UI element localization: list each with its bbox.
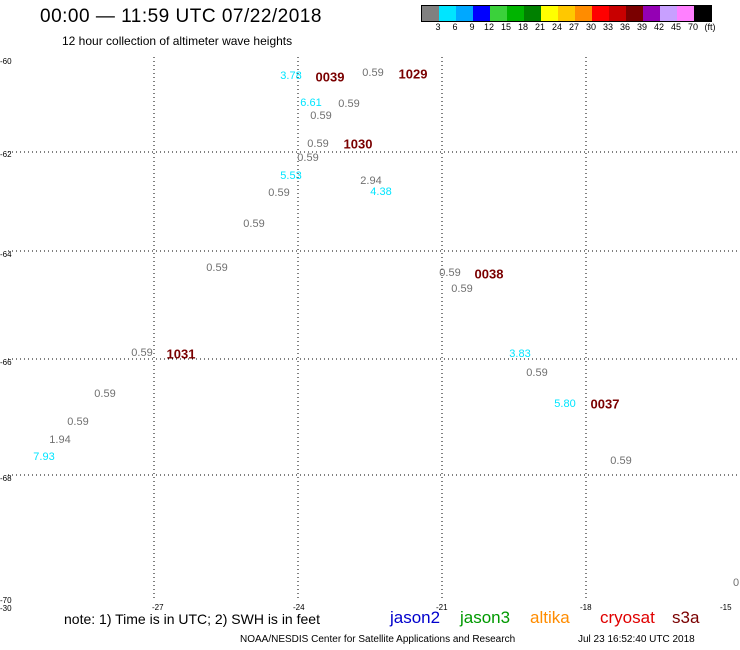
wave-height-value: 6.61: [300, 97, 322, 109]
map-subtitle: 12 hour collection of altimeter wave hei…: [62, 34, 293, 48]
wave-height-value: 3.83: [509, 348, 531, 360]
wave-height-value: 0.59: [131, 347, 153, 359]
color-scale-bar: [421, 5, 712, 22]
wave-height-value: 0.59: [610, 455, 632, 467]
satellite-legend-altika: altika: [530, 608, 570, 627]
wave-height-value: 5.80: [554, 398, 576, 410]
color-scale-label: 3: [435, 22, 441, 32]
satellite-legend-jason3: jason3: [460, 608, 511, 627]
color-swatch: [575, 6, 592, 21]
color-swatch: [456, 6, 473, 21]
wave-height-value: 0.59: [206, 262, 228, 274]
color-swatch: [643, 6, 660, 21]
color-scale-label: 45: [670, 22, 682, 32]
wave-height-value: 0.59: [307, 138, 329, 150]
color-scale-label: 33: [602, 22, 614, 32]
wave-height-value: 0.59: [243, 218, 265, 230]
footer-note: note: 1) Time is in UTC; 2) SWH is in fe…: [64, 611, 320, 627]
color-swatch: [609, 6, 626, 21]
satellite-legend-cryosat: cryosat: [600, 608, 655, 627]
color-swatch: [490, 6, 507, 21]
color-scale-label: 15: [500, 22, 512, 32]
wave-height-value: 3.78: [280, 70, 302, 82]
wave-height-value: 0.59: [310, 110, 332, 122]
color-scale-label: 21: [534, 22, 546, 32]
color-swatch: [626, 6, 643, 21]
color-scale-label: 9: [469, 22, 475, 32]
pass-time-label: 1029: [398, 66, 428, 82]
latitude-tick-label: -70: [0, 596, 12, 605]
pass-time-label: 0038: [474, 266, 504, 282]
wave-height-value: 0.59: [439, 267, 461, 279]
color-swatch: [541, 6, 558, 21]
wave-height-value: 0.59: [451, 283, 473, 295]
map-title: 00:00 — 11:59 UTC 07/22/2018: [40, 6, 322, 27]
color-scale-label: 30: [585, 22, 597, 32]
wave-height-value: 0: [733, 577, 740, 589]
wave-height-value: 7.93: [33, 451, 55, 463]
color-scale-labels: 3 6 9 12 15 18 21 24 27 30 33 36 39 42 45 70 (ft): [421, 22, 740, 34]
satellite-legend-jason2: jason2: [390, 608, 441, 627]
satellite-legend-s3a: s3a: [672, 608, 700, 627]
wave-height-value: 0.59: [338, 98, 360, 110]
color-scale-label: 18: [517, 22, 529, 32]
map-grid: [8, 57, 740, 599]
wave-height-value: 0.59: [268, 187, 290, 199]
color-swatch: [439, 6, 456, 21]
pass-time-label: 1030: [343, 136, 373, 152]
color-swatch: [694, 6, 711, 21]
color-scale-label: 39: [636, 22, 648, 32]
color-swatch: [507, 6, 524, 21]
pass-time-label: 0039: [315, 69, 345, 85]
wave-height-value: 0.59: [94, 388, 116, 400]
color-swatch: [558, 6, 575, 21]
latitude-tick-label: -68: [0, 474, 12, 483]
credit-text: NOAA/NESDIS Center for Satellite Applica…: [240, 634, 516, 645]
wave-height-value: 0.59: [297, 152, 319, 164]
latitude-tick-label: -66: [0, 358, 12, 367]
longitude-tick-label: -15: [720, 603, 732, 612]
color-scale-label: 12: [483, 22, 495, 32]
wave-height-value: 1.94: [49, 434, 71, 446]
color-swatch: [677, 6, 694, 21]
longitude-tick-label: -24: [293, 603, 305, 612]
pass-time-label: 0037: [590, 396, 620, 412]
color-scale-label: 24: [551, 22, 563, 32]
color-scale-label: 42: [653, 22, 665, 32]
longitude-tick-label: -21: [436, 603, 448, 612]
color-scale-label: 70: [687, 22, 699, 32]
longitude-tick-label: -18: [580, 603, 592, 612]
wave-height-value: 4.38: [370, 186, 392, 198]
color-scale-label: 36: [619, 22, 631, 32]
latitude-tick-label: -60: [0, 57, 12, 66]
latitude-tick-label: -64: [0, 250, 12, 259]
wave-height-value: 5.53: [280, 170, 302, 182]
pass-time-label: 1031: [166, 346, 196, 362]
color-swatch: [422, 6, 439, 21]
wave-height-value: 0.59: [67, 416, 89, 428]
color-swatch: [473, 6, 490, 21]
color-swatch: [592, 6, 609, 21]
latitude-tick-label: -62: [0, 150, 12, 159]
color-swatch: [524, 6, 541, 21]
color-scale-label: 27: [568, 22, 580, 32]
color-swatch: [660, 6, 677, 21]
color-scale-label: (ft): [704, 22, 716, 32]
generated-timestamp: Jul 23 16:52:40 UTC 2018: [578, 634, 695, 645]
wave-height-value: 0.59: [526, 367, 548, 379]
wave-height-value: 2.94: [360, 175, 382, 187]
wave-height-value: 0.59: [362, 67, 384, 79]
longitude-tick-label: -30: [0, 604, 12, 613]
longitude-tick-label: -27: [152, 603, 164, 612]
color-scale-label: 6: [452, 22, 458, 32]
